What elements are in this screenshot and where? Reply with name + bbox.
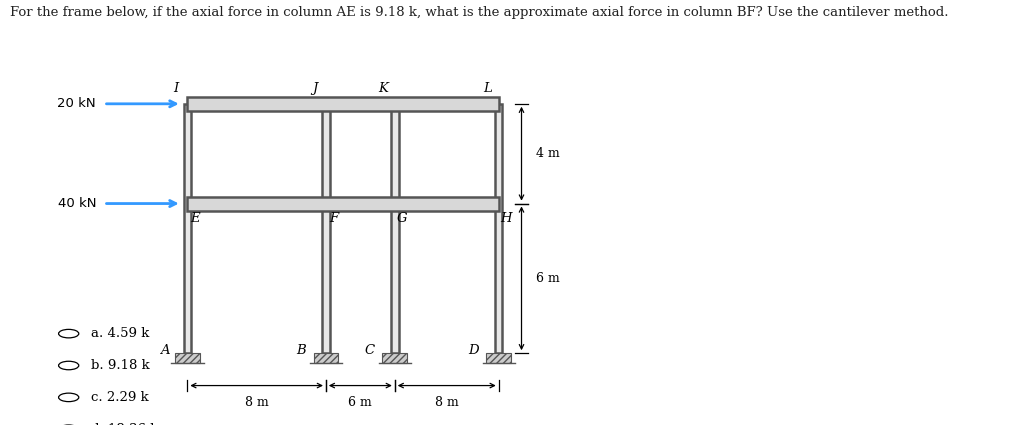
Bar — [486, 353, 511, 363]
Text: K: K — [379, 82, 388, 95]
Text: c. 2.29 k: c. 2.29 k — [91, 391, 148, 404]
Text: 8 m: 8 m — [244, 396, 269, 408]
Bar — [175, 353, 200, 363]
Text: 6 m: 6 m — [348, 396, 373, 408]
Text: a. 4.59 k: a. 4.59 k — [91, 327, 149, 340]
Text: G: G — [397, 212, 408, 225]
Text: b. 9.18 k: b. 9.18 k — [91, 359, 149, 372]
Text: d. 18.36 k: d. 18.36 k — [91, 423, 159, 425]
Text: B: B — [296, 344, 306, 357]
Bar — [313, 353, 338, 363]
Text: J: J — [312, 82, 317, 95]
Text: For the frame below, if the axial force in column AE is 9.18 k, what is the appr: For the frame below, if the axial force … — [10, 6, 948, 20]
Text: 8 m: 8 m — [435, 396, 459, 408]
Bar — [391, 104, 399, 353]
Bar — [184, 104, 191, 353]
Text: D: D — [469, 344, 480, 357]
Text: I: I — [174, 82, 179, 95]
Text: 4 m: 4 m — [536, 147, 560, 160]
Text: 40 kN: 40 kN — [58, 197, 96, 210]
Text: H: H — [501, 212, 512, 225]
Text: F: F — [329, 212, 338, 225]
Text: 20 kN: 20 kN — [58, 97, 96, 110]
Text: 6 m: 6 m — [536, 272, 560, 285]
Bar — [188, 197, 499, 210]
Text: A: A — [160, 344, 170, 357]
Text: C: C — [365, 344, 375, 357]
Text: L: L — [483, 82, 492, 95]
Bar — [383, 353, 407, 363]
Bar — [495, 104, 503, 353]
Text: E: E — [190, 212, 200, 225]
Bar — [322, 104, 329, 353]
Bar — [188, 97, 499, 111]
